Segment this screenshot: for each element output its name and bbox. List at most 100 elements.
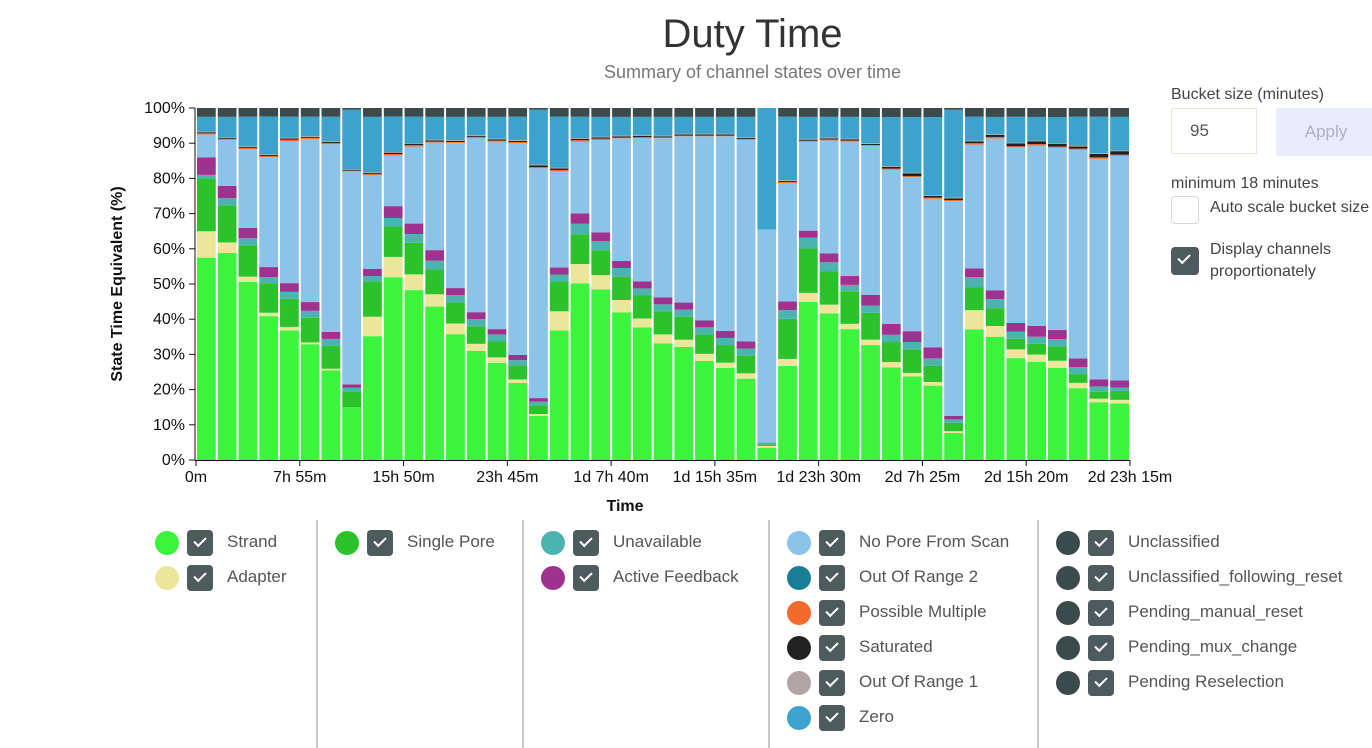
- bar-segment-saturated-26: [736, 138, 756, 140]
- bar-segment-zero-14: [487, 116, 507, 139]
- display-proportionately-checkbox[interactable]: [1171, 247, 1199, 275]
- bar-segment-single-pore-11: [425, 269, 445, 295]
- bar-segment-strand-21: [632, 327, 652, 460]
- bar-segment-active-feedback-34: [902, 331, 922, 343]
- bar-segment-out-of-range-1-19: [591, 136, 611, 138]
- legend-swatch-out-of-range-1: [787, 671, 811, 695]
- bar-segment-zero-42: [1068, 116, 1088, 146]
- bar-segment-active-feedback-26: [736, 341, 756, 349]
- display-proportionately-label-line2: proportionately: [1210, 263, 1316, 280]
- x-tick-label: 1d 15h 35m: [673, 469, 758, 486]
- bar-segment-strand-27: [757, 447, 777, 460]
- bar-segment-out-of-range-1-37: [964, 140, 984, 142]
- bar-segment-strand-19: [591, 289, 611, 460]
- legend-checkbox-single-pore[interactable]: [367, 530, 393, 556]
- auto-scale-checkbox[interactable]: [1171, 196, 1199, 224]
- auto-scale-label: Auto scale bucket size: [1210, 199, 1370, 216]
- bar-segment-strand-32: [861, 345, 880, 460]
- bar-segment-single-pore-27: [757, 444, 777, 446]
- bar-segment-zero-35: [923, 117, 943, 196]
- bar-segment-single-pore-19: [591, 250, 611, 276]
- bar-segment-out-of-range-1-12: [446, 140, 465, 141]
- bar-segment-adapter-12: [446, 323, 465, 335]
- bar-segment-single-pore-3: [259, 284, 279, 313]
- bar-segment-single-pore-32: [861, 312, 880, 340]
- bar-segment-no-pore-from-scan-33: [881, 169, 901, 324]
- bar-segment-out-of-range-1-13: [466, 135, 486, 136]
- bar-segment-unavailable-25: [715, 337, 735, 346]
- bar-segment-single-pore-6: [321, 345, 341, 369]
- bar-segment-adapter-27: [757, 445, 777, 448]
- bar-segment-possible-multiple-31: [840, 140, 860, 142]
- bar-segment-active-feedback-29: [798, 230, 818, 238]
- bar-segment-active-feedback-23: [674, 302, 694, 310]
- legend-checkbox-pending-reselection[interactable]: [1088, 670, 1114, 696]
- bar-segment-strand-42: [1068, 388, 1088, 460]
- legend-checkbox-out-of-range-2[interactable]: [819, 565, 845, 591]
- bar-segment-saturated-28: [778, 180, 797, 182]
- bar-segment-unavailable-30: [819, 262, 839, 272]
- bar-segment-unavailable-23: [674, 309, 694, 317]
- legend-checkbox-no-pore-from-scan[interactable]: [819, 530, 845, 556]
- bar-segment-saturated-4: [280, 138, 299, 140]
- legend-swatch-no-pore-from-scan: [787, 531, 811, 555]
- legend-checkbox-strand[interactable]: [187, 530, 213, 556]
- legend-checkbox-possible-multiple[interactable]: [819, 600, 845, 626]
- legend-checkbox-saturated[interactable]: [819, 635, 845, 661]
- bar-segment-strand-29: [798, 301, 818, 460]
- bar-segment-adapter-39: [1006, 349, 1026, 359]
- bar-segment-no-pore-from-scan-17: [549, 171, 569, 268]
- bar-segment-active-feedback-30: [819, 253, 839, 263]
- bar-segment-strand-37: [964, 329, 984, 460]
- bar-segment-unclassified-8: [363, 108, 382, 117]
- legend-checkbox-pending-manual-reset[interactable]: [1088, 600, 1114, 626]
- bar-segment-single-pore-18: [570, 234, 590, 265]
- bar-segment-possible-multiple-16: [529, 167, 548, 169]
- bar-segment-strand-8: [363, 336, 382, 460]
- bar-segment-unavailable-37: [964, 277, 984, 288]
- bar-segment-unclassified-31: [840, 108, 860, 117]
- bar-segment-zero-12: [446, 116, 465, 141]
- bar-segment-possible-multiple-25: [715, 135, 735, 137]
- legend-checkbox-adapter[interactable]: [187, 565, 213, 591]
- bar-segment-active-feedback-7: [342, 384, 362, 388]
- legend-label-pending-mux-change: Pending_mux_change: [1128, 637, 1298, 656]
- bar-segment-saturated-35: [923, 195, 943, 198]
- bar-segment-unavailable-4: [280, 291, 299, 299]
- bar-segment-active-feedback-38: [985, 290, 1005, 300]
- legend-checkbox-pending-mux-change[interactable]: [1088, 635, 1114, 661]
- legend-checkbox-unavailable[interactable]: [573, 530, 599, 556]
- bar-segment-saturated-23: [674, 134, 694, 136]
- y-tick-label: 70%: [153, 206, 185, 223]
- bar-segment-no-pore-from-scan-21: [632, 138, 652, 282]
- x-tick-label: 7h 55m: [273, 469, 326, 486]
- bar-segment-adapter-41: [1047, 360, 1067, 368]
- bar-segment-saturated-30: [819, 138, 839, 140]
- legend-checkbox-unclassified-following-reset[interactable]: [1088, 565, 1114, 591]
- legend-checkbox-zero[interactable]: [819, 705, 845, 731]
- bar-segment-possible-multiple-2: [238, 148, 258, 150]
- bar-segment-saturated-15: [508, 140, 528, 142]
- legend-swatch-pending-manual-reset: [1056, 601, 1080, 625]
- bar-segment-unclassified-9: [383, 108, 403, 117]
- legend: Strand Adapter Single Pore Unavailable Activ…: [0, 520, 1372, 748]
- bar-segment-unavailable-39: [1006, 331, 1026, 339]
- bar-segment-zero-7: [342, 109, 362, 170]
- bar-segment-active-feedback-35: [923, 347, 943, 359]
- legend-swatch-pending-reselection: [1056, 671, 1080, 695]
- bar-segment-out-of-range-1-17: [549, 167, 569, 169]
- legend-checkbox-active-feedback[interactable]: [573, 565, 599, 591]
- bar-segment-single-pore-33: [881, 342, 901, 363]
- legend-checkbox-unclassified[interactable]: [1088, 530, 1114, 556]
- bar-segment-no-pore-from-scan-44: [1110, 155, 1129, 381]
- bucket-size-input[interactable]: [1171, 108, 1257, 154]
- bar-segment-active-feedback-19: [591, 232, 611, 242]
- bar-segment-zero-21: [632, 116, 652, 136]
- bar-segment-strand-31: [840, 329, 860, 460]
- y-tick-label: 40%: [153, 311, 185, 328]
- bar-segment-out-of-range-1-2: [238, 146, 258, 148]
- legend-checkbox-out-of-range-1[interactable]: [819, 670, 845, 696]
- bar-segment-zero-2: [238, 116, 258, 147]
- bar-segment-zero-31: [840, 116, 860, 139]
- apply-button[interactable]: Apply: [1276, 108, 1372, 156]
